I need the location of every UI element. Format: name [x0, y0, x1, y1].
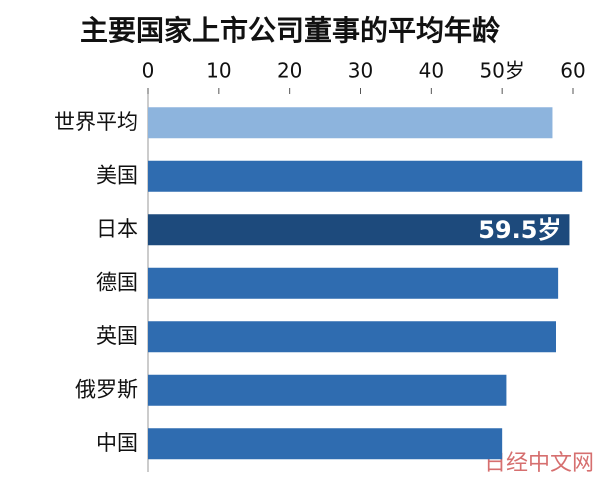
x-tick-label: 0: [142, 59, 155, 83]
chart-title: 主要国家上市公司董事的平均年龄: [80, 14, 501, 47]
x-tick-label: 10: [206, 59, 231, 83]
y-tick-label: 英国: [96, 324, 138, 348]
bar: [148, 214, 570, 246]
bar: [148, 267, 559, 299]
bar: [148, 160, 583, 192]
y-tick-label: 日本: [96, 217, 138, 241]
watermark: 日经中文网: [484, 451, 594, 476]
y-tick-label: 世界平均: [54, 110, 138, 134]
y-tick-label: 中国: [96, 431, 138, 455]
bar: [148, 428, 503, 460]
x-tick-label: 30: [348, 59, 373, 83]
bar: [148, 321, 556, 353]
x-tick-label: 50岁: [479, 59, 524, 83]
y-tick-label: 德国: [96, 270, 138, 294]
bar: [148, 374, 507, 406]
x-tick-label: 20: [277, 59, 302, 83]
x-tick-label: 40: [419, 59, 444, 83]
y-tick-label: 美国: [96, 163, 138, 187]
value-label: 59.5岁: [478, 216, 561, 244]
bar: [148, 107, 553, 139]
y-tick-label: 俄罗斯: [75, 377, 138, 401]
x-tick-label: 60: [560, 59, 585, 83]
